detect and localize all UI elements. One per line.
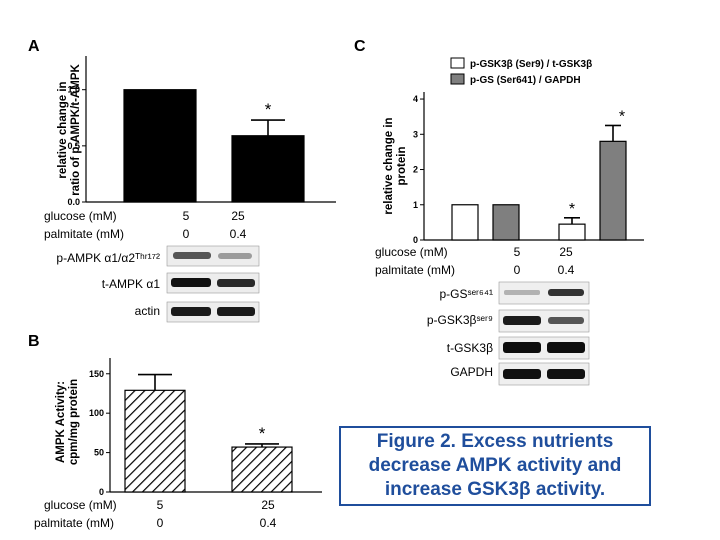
chart-c-y-axis-label: relative change inprotein xyxy=(383,117,408,214)
blot-band xyxy=(217,307,255,316)
chart-b-significance: * xyxy=(259,424,266,443)
panel-label-c: C xyxy=(354,38,366,55)
chart-b-tick-label: 150 xyxy=(89,369,104,379)
chart-a-tick-label: 0.0 xyxy=(67,197,80,207)
chart-b-tick-label: 50 xyxy=(94,448,104,458)
chart-c-tick-label: 1 xyxy=(413,200,418,210)
blot-label-gapdh: GAPDH xyxy=(450,365,493,379)
chart-b-bar xyxy=(124,389,186,493)
chart-a-significance: * xyxy=(265,100,272,119)
blot-strip-p-gs xyxy=(498,281,590,305)
chart-c-palmitate-high: 0.4 xyxy=(558,263,575,277)
chart-a-glucose-high: 25 xyxy=(231,209,245,223)
chart-c-glucose-high: 25 xyxy=(559,245,573,259)
chart-c-palmitate-label: palmitate (mM) xyxy=(375,263,455,277)
chart-b-bar xyxy=(231,446,293,493)
chart-b-palmitate-low: 0 xyxy=(157,516,164,530)
blot-label-p-ampk: p-AMPK α1/α2ᵀʰʳ¹⁷² xyxy=(56,251,160,265)
chart-c-significance: * xyxy=(619,108,625,125)
legend-label-p-gsk3b: p-GSK3β (Ser9) / t-GSK3β xyxy=(470,59,592,70)
chart-b-glucose-low: 5 xyxy=(157,498,164,512)
blot-band xyxy=(503,342,541,353)
blot-band xyxy=(171,278,211,287)
blot-strip-gapdh xyxy=(498,362,590,386)
chart-b: 0 50 100 150 * AMPK Activity:cpm/mg protein xyxy=(55,358,322,497)
chart-b-palmitate-label: palmitate (mM) xyxy=(34,516,114,530)
blot-label-p-gs: p-GSˢᵉʳ⁶⁴¹ xyxy=(439,287,493,301)
chart-a-palmitate-label: palmitate (mM) xyxy=(44,227,124,241)
chart-a: 0.0 0.5 1.0 * relative change inratio of p-A… xyxy=(57,56,336,207)
chart-c-tick-label: 4 xyxy=(413,94,418,104)
blot-strip-actin xyxy=(166,301,260,323)
chart-c-tick-label: 2 xyxy=(413,165,418,175)
blot-band xyxy=(504,290,540,295)
chart-b-glucose-label: glucose (mM) xyxy=(44,498,117,512)
blot-label-p-gsk3b: p-GSK3βˢᵉʳ⁹ xyxy=(427,313,493,327)
panel-label-b: B xyxy=(28,333,40,350)
blot-band xyxy=(547,369,585,379)
blot-label-actin: actin xyxy=(135,304,160,318)
chart-a-glucose-low: 5 xyxy=(183,209,190,223)
blot-strip-t-ampk xyxy=(166,272,260,294)
chart-c-bar xyxy=(558,223,586,241)
blot-label-t-gsk3b: t-GSK3β xyxy=(447,341,493,355)
chart-b-palmitate-high: 0.4 xyxy=(260,516,277,530)
legend-swatch-white xyxy=(450,57,465,69)
legend-label-p-gs: p-GS (Ser641) / GAPDH xyxy=(470,75,581,86)
chart-a-glucose-label: glucose (mM) xyxy=(44,209,117,223)
blot-band xyxy=(503,369,541,379)
legend-swatch-gray xyxy=(450,73,465,85)
blot-strip-t-gsk3b xyxy=(498,336,590,360)
panel-label-a: A xyxy=(28,38,40,55)
chart-a-y-axis-label: relative change inratio of p-AMPK/t-AMPK xyxy=(57,64,82,196)
chart-c-significance: * xyxy=(569,201,575,218)
chart-b-glucose-high: 25 xyxy=(261,498,275,512)
blot-band xyxy=(218,253,252,259)
blot-band xyxy=(171,307,211,316)
chart-c-bar xyxy=(451,204,479,241)
chart-a-bar xyxy=(123,89,197,203)
chart-a-palmitate-low: 0 xyxy=(183,227,190,241)
chart-b-tick-label: 100 xyxy=(89,408,104,418)
chart-c-tick-label: 0 xyxy=(413,235,418,245)
chart-b-tick-label: 0 xyxy=(99,487,104,497)
chart-c-legend: p-GSK3β (Ser9) / t-GSK3β p-GS (Ser641) /… xyxy=(450,57,592,86)
blot-strip-p-ampk xyxy=(166,245,260,267)
chart-a-bar xyxy=(231,135,305,203)
figure-caption-box: Figure 2. Excess nutrients decrease AMPK… xyxy=(339,426,651,506)
chart-c: 0 1 2 3 4 * * relative change inprotein xyxy=(383,92,644,245)
chart-a-tick-label: 0.5 xyxy=(67,141,80,151)
chart-c-palmitate-low: 0 xyxy=(514,263,521,277)
blot-band xyxy=(547,342,585,353)
blot-band xyxy=(503,316,541,325)
chart-c-glucose-label: glucose (mM) xyxy=(375,245,448,259)
chart-c-glucose-low: 5 xyxy=(514,245,521,259)
figure-caption: Figure 2. Excess nutrients decrease AMPK… xyxy=(368,431,622,500)
blot-band xyxy=(548,317,584,324)
blot-strip-p-gsk3b xyxy=(498,309,590,333)
blot-band xyxy=(217,279,255,287)
chart-b-y-axis-label: AMPK Activity:cpm/mg protein xyxy=(55,379,80,465)
chart-a-palmitate-high: 0.4 xyxy=(230,227,247,241)
chart-c-tick-label: 3 xyxy=(413,129,418,139)
chart-c-bar xyxy=(492,204,520,241)
chart-c-bar xyxy=(599,140,627,241)
chart-a-tick-label: 1.0 xyxy=(67,85,80,95)
blot-band xyxy=(173,252,211,259)
blot-band xyxy=(548,289,584,296)
blot-label-t-ampk: t-AMPK α1 xyxy=(102,277,161,291)
